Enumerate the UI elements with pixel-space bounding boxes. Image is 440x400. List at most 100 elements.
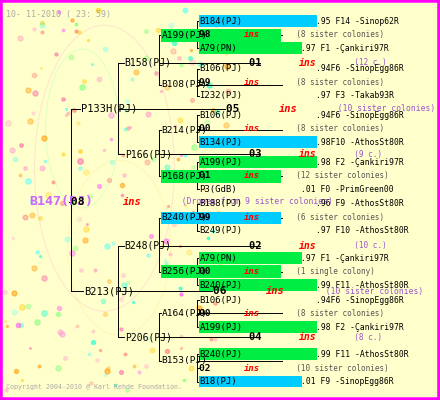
Text: 02: 02 — [249, 241, 268, 251]
Text: ins: ins — [244, 30, 260, 39]
Text: B134(PJ): B134(PJ) — [199, 138, 242, 147]
Text: (9 c.): (9 c.) — [345, 150, 382, 159]
Text: 00: 00 — [199, 309, 216, 318]
Text: ins: ins — [244, 78, 260, 86]
Text: (8 sister colonies): (8 sister colonies) — [287, 124, 384, 133]
Text: (10 c.): (10 c.) — [345, 241, 387, 250]
FancyBboxPatch shape — [161, 29, 281, 42]
FancyBboxPatch shape — [199, 321, 317, 333]
Text: 05: 05 — [226, 104, 246, 114]
Text: 08: 08 — [71, 197, 92, 207]
Text: ins: ins — [244, 364, 260, 372]
Text: 00: 00 — [199, 124, 216, 133]
Text: ins: ins — [266, 286, 285, 296]
Text: B147(PJ): B147(PJ) — [29, 196, 93, 208]
Text: B214(PJ): B214(PJ) — [161, 126, 208, 135]
Text: ins: ins — [299, 149, 316, 159]
Text: 99: 99 — [199, 213, 216, 222]
Text: .97 F1 -Çankiri97R: .97 F1 -Çankiri97R — [301, 254, 389, 263]
Text: 02: 02 — [199, 364, 216, 372]
Text: A79(PN): A79(PN) — [199, 44, 237, 53]
Text: .01 F9 -SinopEgg86R: .01 F9 -SinopEgg86R — [301, 377, 394, 386]
Text: .98F10 -AthosSt80R: .98F10 -AthosSt80R — [315, 138, 403, 147]
Text: A199(PJ): A199(PJ) — [199, 158, 242, 167]
FancyBboxPatch shape — [199, 42, 302, 54]
Text: ins: ins — [299, 58, 316, 68]
Text: B18(PJ): B18(PJ) — [199, 377, 237, 386]
Text: ins: ins — [299, 332, 316, 342]
Text: 00: 00 — [199, 267, 216, 276]
Text: ins: ins — [244, 171, 260, 180]
FancyBboxPatch shape — [199, 252, 302, 264]
Text: (8 sister colonies): (8 sister colonies) — [287, 78, 384, 86]
Text: 06: 06 — [213, 286, 234, 296]
FancyBboxPatch shape — [161, 170, 281, 182]
Text: 01: 01 — [249, 58, 268, 68]
Text: B240(PJ): B240(PJ) — [161, 213, 208, 222]
Text: (12 sister colonies): (12 sister colonies) — [287, 171, 389, 180]
Text: 03: 03 — [249, 149, 268, 159]
Text: B106(PJ): B106(PJ) — [199, 296, 242, 305]
Text: B249(PJ): B249(PJ) — [199, 226, 242, 236]
Text: .94F6 -SinopEgg86R: .94F6 -SinopEgg86R — [315, 296, 403, 305]
FancyBboxPatch shape — [199, 156, 317, 168]
Text: B106(PJ): B106(PJ) — [199, 111, 242, 120]
FancyBboxPatch shape — [161, 212, 281, 224]
Text: .96 F9 -AthosSt80R: .96 F9 -AthosSt80R — [315, 200, 403, 208]
Text: 99: 99 — [199, 78, 216, 86]
FancyBboxPatch shape — [199, 15, 317, 27]
Text: P133H(PJ): P133H(PJ) — [81, 104, 137, 114]
Text: .98 F2 -Çankiri97R: .98 F2 -Çankiri97R — [315, 158, 403, 167]
Text: B240(PJ): B240(PJ) — [199, 350, 242, 359]
Text: (12 c.): (12 c.) — [345, 58, 387, 68]
Text: I232(PJ): I232(PJ) — [199, 91, 242, 100]
Text: ins: ins — [244, 213, 260, 222]
Text: (8 sister colonies): (8 sister colonies) — [287, 30, 384, 39]
Text: (Drones from 9 sister colonies): (Drones from 9 sister colonies) — [172, 198, 333, 206]
Text: (8 sister colonies): (8 sister colonies) — [287, 309, 384, 318]
Text: .94F6 -SinopEgg86R: .94F6 -SinopEgg86R — [315, 64, 403, 73]
Text: .97 F1 -Çankiri97R: .97 F1 -Çankiri97R — [301, 44, 389, 53]
Text: ins: ins — [279, 104, 297, 114]
Text: .95 F14 -Sinop62R: .95 F14 -Sinop62R — [315, 17, 399, 26]
Text: (8 c.): (8 c.) — [345, 332, 382, 342]
Text: ins: ins — [244, 124, 260, 133]
Text: (1 single colony): (1 single colony) — [287, 267, 375, 276]
Text: P206(PJ): P206(PJ) — [125, 332, 172, 342]
Text: B248(PJ): B248(PJ) — [125, 241, 172, 251]
Text: Copyright 2004-2010 @ Karl Kehde Foundation.: Copyright 2004-2010 @ Karl Kehde Foundat… — [6, 384, 182, 390]
Text: .98 F2 -Çankiri97R: .98 F2 -Çankiri97R — [315, 323, 403, 332]
FancyBboxPatch shape — [199, 280, 317, 291]
Text: .01 F0 -PrimGreen00: .01 F0 -PrimGreen00 — [301, 185, 394, 194]
Text: B158(PJ): B158(PJ) — [125, 58, 172, 68]
Text: P168(PJ): P168(PJ) — [161, 172, 208, 181]
FancyBboxPatch shape — [199, 348, 317, 360]
FancyBboxPatch shape — [161, 265, 281, 278]
Text: .97 F3 -Takab93R: .97 F3 -Takab93R — [315, 91, 394, 100]
Text: .97 F10 -AthosSt80R: .97 F10 -AthosSt80R — [315, 226, 408, 236]
FancyBboxPatch shape — [199, 136, 317, 148]
Text: 01: 01 — [199, 171, 216, 180]
Text: ins: ins — [299, 241, 316, 251]
Text: (10 sister colonies): (10 sister colonies) — [287, 364, 389, 372]
Text: B153(PJ): B153(PJ) — [161, 356, 208, 365]
Text: B240(PJ): B240(PJ) — [199, 281, 242, 290]
Text: B108(PJ): B108(PJ) — [161, 80, 208, 89]
Text: (10 sister colonies): (10 sister colonies) — [328, 104, 436, 113]
Text: ins: ins — [122, 197, 141, 207]
Text: A164(PJ): A164(PJ) — [161, 309, 208, 318]
Text: (6 sister colonies): (6 sister colonies) — [287, 213, 384, 222]
Text: B188(PJ): B188(PJ) — [199, 200, 242, 208]
Text: B256(PJ): B256(PJ) — [161, 267, 208, 276]
Text: ins: ins — [244, 267, 260, 276]
Text: A199(PJ): A199(PJ) — [161, 31, 208, 40]
Text: P166(PJ): P166(PJ) — [125, 149, 172, 159]
Text: (10 sister colonies): (10 sister colonies) — [316, 287, 423, 296]
Text: B184(PJ): B184(PJ) — [199, 17, 242, 26]
Text: A199(PJ): A199(PJ) — [199, 323, 242, 332]
Text: A79(PN): A79(PN) — [199, 254, 237, 263]
Text: ins: ins — [244, 309, 260, 318]
Text: 10- 11-2010 ( 23: 59): 10- 11-2010 ( 23: 59) — [6, 10, 111, 19]
Text: .99 F11 -AthosSt80R: .99 F11 -AthosSt80R — [315, 281, 408, 290]
Text: P3(GdB): P3(GdB) — [199, 185, 237, 194]
